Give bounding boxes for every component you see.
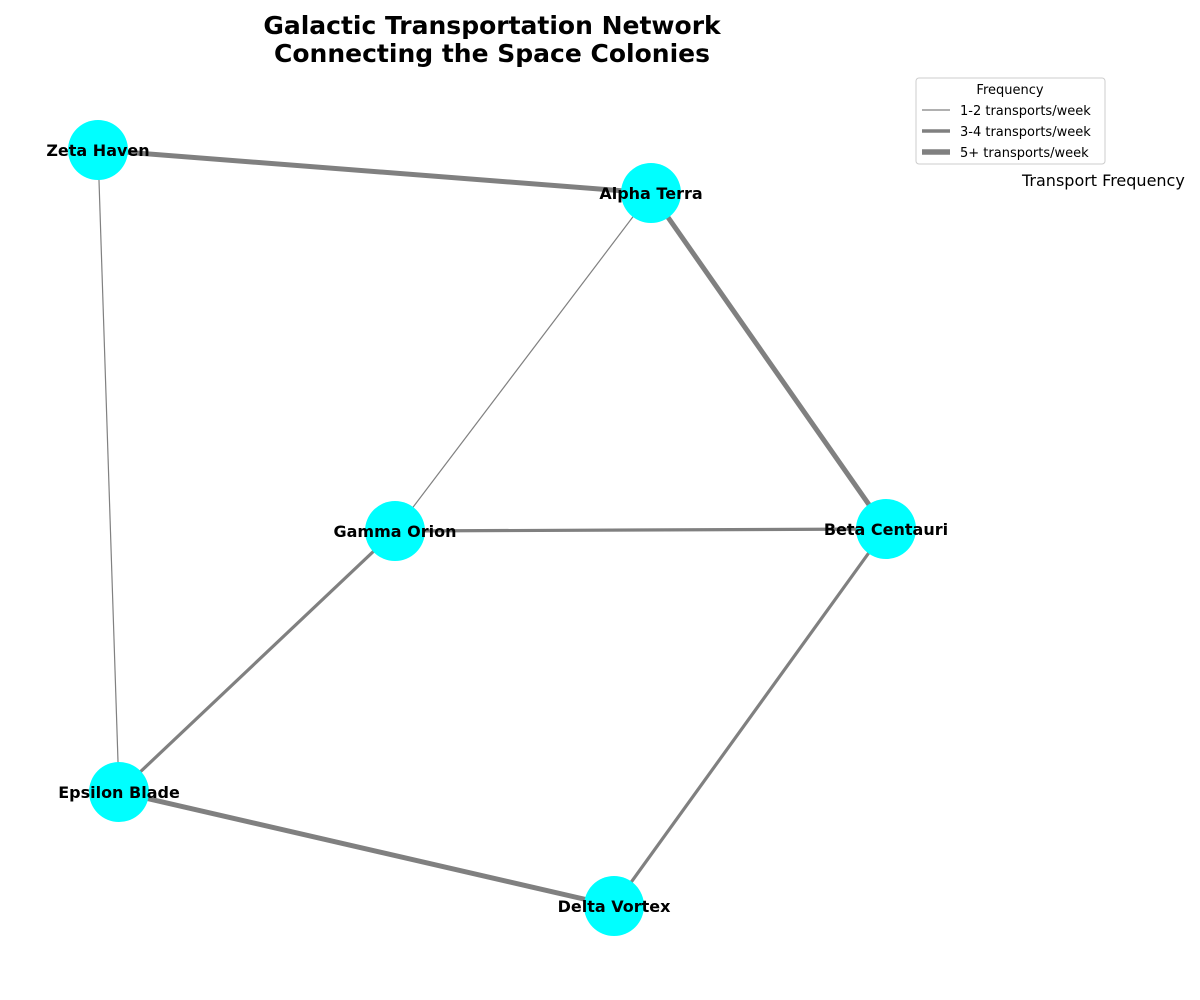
node-label-delta: Delta Vortex xyxy=(558,897,672,916)
node-circle-zeta xyxy=(68,120,128,180)
edge-zeta-epsilon xyxy=(97,149,120,793)
node-alpha: Alpha Terra xyxy=(599,163,703,223)
node-circle-gamma xyxy=(365,501,425,561)
edge-gamma-beta xyxy=(394,527,887,533)
node-label-zeta: Zeta Haven xyxy=(46,141,149,160)
node-label-alpha: Alpha Terra xyxy=(599,184,702,203)
node-circle-alpha xyxy=(621,163,681,223)
node-gamma: Gamma Orion xyxy=(334,501,457,561)
legend: Frequency 1-2 transports/week 3-4 transp… xyxy=(915,77,1106,165)
legend-title: Frequency xyxy=(976,83,1043,98)
node-beta: Beta Centauri xyxy=(824,499,948,559)
diagram-title-line-1: Galactic Transportation Network xyxy=(263,11,722,40)
node-epsilon: Epsilon Blade xyxy=(58,762,180,822)
edge-zeta-alpha xyxy=(97,147,652,196)
legend-box xyxy=(915,77,1106,165)
node-circle-beta xyxy=(856,499,916,559)
node-label-gamma: Gamma Orion xyxy=(334,522,457,541)
node-circle-epsilon xyxy=(89,762,149,822)
edge-beta-delta xyxy=(612,528,888,907)
legend-label-high: 5+ transports/week xyxy=(960,146,1089,161)
node-label-epsilon: Epsilon Blade xyxy=(58,783,180,802)
nodes-layer: Alpha Terra Beta Centauri Gamma Orion Delta… xyxy=(46,120,948,936)
node-label-beta: Beta Centauri xyxy=(824,520,948,539)
legend-label-low: 1-2 transports/week xyxy=(960,104,1091,119)
edge-alpha-gamma xyxy=(394,192,652,532)
edges-layer xyxy=(97,147,889,909)
node-zeta: Zeta Haven xyxy=(46,120,150,180)
node-circle-delta xyxy=(584,876,644,936)
node-delta: Delta Vortex xyxy=(558,876,672,936)
diagram-title-line-2: Connecting the Space Colonies xyxy=(274,39,710,68)
legend-label-mid: 3-4 transports/week xyxy=(960,125,1091,140)
edge-alpha-beta xyxy=(648,191,889,531)
edge-gamma-epsilon xyxy=(117,529,397,794)
transport-frequency-label: Transport Frequency xyxy=(1021,171,1185,190)
edge-epsilon-delta xyxy=(118,789,615,909)
